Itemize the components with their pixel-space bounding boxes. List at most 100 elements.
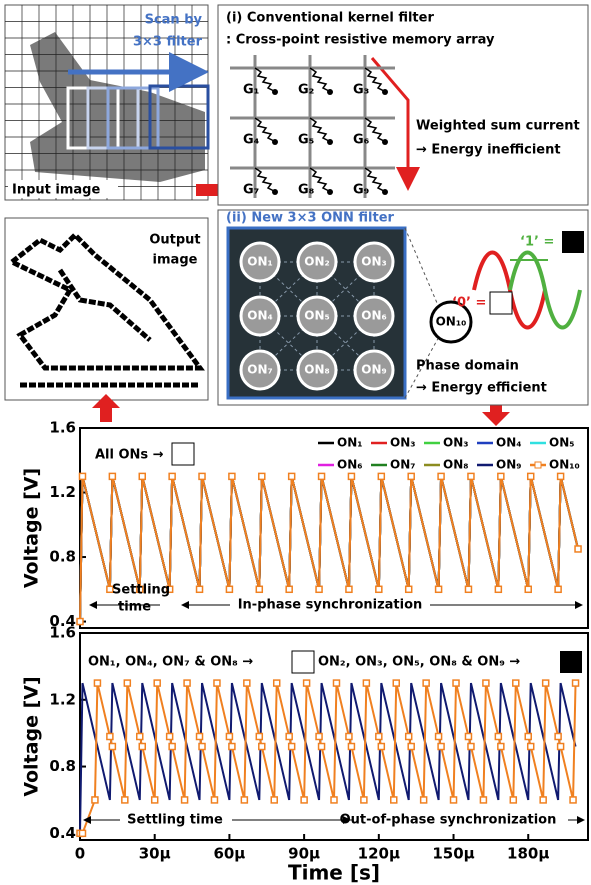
scan-window bbox=[106, 86, 160, 150]
oscillator bbox=[239, 295, 281, 337]
phase-label: ‘1’ = bbox=[520, 235, 554, 250]
node-label: ON₁₀ bbox=[436, 315, 467, 329]
node-label: ON₈ bbox=[304, 363, 330, 377]
marker bbox=[228, 742, 236, 751]
flow-arrow bbox=[92, 394, 120, 422]
series-line bbox=[80, 682, 577, 835]
legend-marker bbox=[534, 461, 542, 469]
marker bbox=[482, 679, 490, 687]
marker bbox=[195, 585, 204, 594]
annotation: Settling bbox=[112, 583, 170, 598]
panel-note: Weighted sum current bbox=[416, 119, 580, 134]
marker bbox=[183, 679, 191, 687]
legend-label: ON₄ bbox=[496, 436, 522, 450]
oscillator bbox=[353, 349, 395, 391]
marker bbox=[287, 472, 296, 481]
marker bbox=[512, 679, 520, 687]
marker bbox=[272, 679, 281, 687]
legend-label: ON₃ bbox=[443, 436, 469, 450]
panel-title: (ii) New 3×3 ONN filter bbox=[226, 211, 395, 226]
marker bbox=[91, 796, 99, 804]
marker bbox=[434, 732, 443, 741]
flow-arrow bbox=[482, 398, 510, 426]
marker bbox=[285, 585, 293, 594]
marker bbox=[464, 585, 473, 594]
current-path bbox=[370, 57, 420, 191]
marker bbox=[404, 585, 413, 594]
marker bbox=[153, 679, 161, 687]
marker bbox=[240, 796, 249, 804]
caption-bg bbox=[8, 180, 118, 198]
y-axis-label: Voltage [V] bbox=[21, 676, 43, 796]
cell-label: G₁ bbox=[243, 83, 259, 98]
junction bbox=[272, 89, 278, 95]
resistor bbox=[254, 67, 277, 93]
white-pixel bbox=[291, 650, 315, 674]
output-panel: Output image bbox=[4, 217, 209, 401]
marker bbox=[452, 679, 460, 687]
phase-wave bbox=[508, 250, 582, 330]
onn-panel: (ii) New 3×3 ONN filter ON₁₀ ‘1’ = ‘0’ =… bbox=[217, 209, 589, 406]
marker bbox=[509, 796, 518, 804]
marker bbox=[419, 796, 428, 804]
black-pixel bbox=[560, 651, 582, 673]
marker bbox=[138, 472, 147, 481]
white-pixel bbox=[489, 291, 513, 315]
annotation: ON₂, ON₃, ON₅, ON₈ & ON₉ → bbox=[318, 655, 520, 670]
marker bbox=[494, 732, 503, 741]
panel-caption: Output bbox=[149, 233, 200, 248]
cell-label: G₉ bbox=[353, 183, 370, 198]
marker bbox=[258, 472, 266, 481]
x-tick-label: 60μ bbox=[213, 845, 245, 863]
marker bbox=[213, 679, 221, 687]
oscillator bbox=[296, 241, 338, 283]
marker bbox=[255, 732, 264, 741]
marker bbox=[407, 472, 415, 481]
marker bbox=[556, 472, 565, 481]
output-shape bbox=[7, 231, 205, 388]
marker bbox=[422, 679, 430, 687]
resistor bbox=[254, 117, 277, 143]
marker bbox=[317, 472, 326, 481]
marker bbox=[136, 585, 144, 594]
panel-note: → Energy inefficient bbox=[416, 143, 561, 158]
x-tick-label: 120μ bbox=[358, 845, 400, 863]
node-label: ON₂ bbox=[304, 255, 330, 269]
junction bbox=[382, 189, 388, 195]
y-tick-label: 1.2 bbox=[49, 690, 76, 708]
legend-label: ON₉ bbox=[496, 458, 522, 472]
node-label: ON₅ bbox=[304, 309, 330, 323]
oscillator bbox=[296, 295, 338, 337]
marker bbox=[138, 742, 147, 751]
marker bbox=[270, 796, 278, 804]
marker bbox=[390, 796, 398, 804]
node-label: ON₄ bbox=[247, 309, 273, 323]
white-pixel bbox=[171, 442, 195, 466]
marker bbox=[571, 679, 580, 687]
marker bbox=[106, 732, 114, 741]
y-tick-label: 0.8 bbox=[49, 757, 76, 775]
legend-label: ON₇ bbox=[390, 458, 416, 472]
scan-label: Scan by bbox=[145, 13, 203, 28]
junction bbox=[272, 139, 278, 145]
marker bbox=[198, 472, 206, 481]
marker bbox=[539, 796, 547, 804]
marker bbox=[150, 796, 159, 804]
marker bbox=[168, 472, 176, 481]
marker bbox=[524, 585, 532, 594]
oscillator bbox=[239, 349, 281, 391]
black-pixel bbox=[562, 231, 584, 253]
junction bbox=[327, 89, 333, 95]
annotation: time bbox=[118, 600, 151, 615]
marker bbox=[345, 732, 353, 741]
panel-title: (i) Conventional kernel filter bbox=[226, 11, 434, 26]
output-oscillator bbox=[429, 300, 473, 344]
crossbar-panel: (i) Conventional kernel filter : Cross-p… bbox=[217, 4, 589, 206]
marker bbox=[76, 617, 84, 626]
resistor bbox=[309, 117, 332, 143]
marker bbox=[541, 679, 550, 687]
marker bbox=[377, 472, 386, 481]
marker bbox=[362, 679, 371, 687]
resistor bbox=[309, 167, 332, 193]
